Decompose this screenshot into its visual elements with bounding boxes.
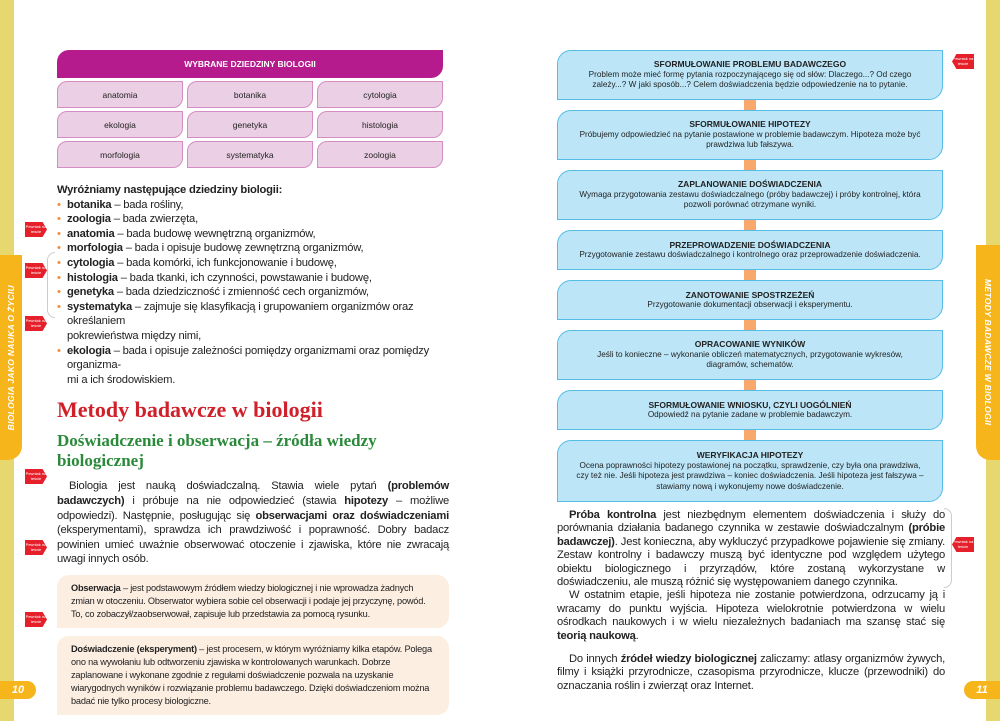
list-item: ekologia – bada i opisuje zależności pom… [57, 344, 449, 373]
list-item: anatomia – bada budowę wewnętrzną organi… [57, 227, 449, 242]
chapter-side-tab: BIOLOGIA JAKO NAUKA O ŻYCIU [0, 255, 22, 460]
table-cell: systematyka [187, 141, 313, 168]
marker-badge: Pewniak na teście [952, 537, 974, 552]
marker-badge: Pewniak na teście [952, 54, 974, 69]
table-cell: botanika [187, 81, 313, 108]
list-item: morfologia – bada i opisuje budowę zewnę… [57, 241, 449, 256]
flow-step: WERYFIKACJA HIPOTEZY Ocena poprawności hi… [557, 440, 943, 502]
right-column: Próba kontrolna jest niezbędnym elemente… [557, 509, 945, 693]
table-cell: anatomia [57, 81, 183, 108]
bracket [944, 508, 952, 588]
biology-fields-list: Wyróżniamy następujące dziedziny biologi… [57, 183, 449, 387]
marker-badge: Pewniak na teście [25, 316, 47, 331]
chapter-side-tab: METODY BADAWCZE W BIOLOGII [976, 245, 1000, 460]
flow-step: SFORMUŁOWANIE WNIOSKU, CZYLI UOGÓLNIEŃ Od… [557, 390, 943, 430]
list-item: systematyka – zajmuje się klasyfikacją i… [57, 300, 449, 329]
flow-step: ZAPLANOWANIE DOŚWIADCZENIA Wymaga przygot… [557, 170, 943, 220]
left-column: Wyróżniamy następujące dziedziny biologi… [57, 183, 449, 715]
table-cell: genetyka [187, 111, 313, 138]
table-cell: morfologia [57, 141, 183, 168]
flow-step: SFORMUŁOWANIE PROBLEMU BADAWCZEGO Problem… [557, 50, 943, 100]
intro-paragraph: Biologia jest nauką doświadczalną. Stawi… [57, 480, 449, 566]
table-cell: ekologia [57, 111, 183, 138]
definition-box-observation: Obserwacja – jest podstawowym źródłem wi… [57, 574, 449, 628]
chapter-title: METODY BADAWCZE W BIOLOGII [983, 279, 993, 426]
marker-badge: Pewniak na teście [25, 222, 47, 237]
sources-paragraph: Do innych źródeł wiedzy biologicznej zal… [557, 653, 946, 692]
table-cell: zoologia [317, 141, 443, 168]
bracket [47, 252, 55, 318]
hypothesis-paragraph: W ostatnim etapie, jeśli hipoteza nie zo… [557, 589, 945, 642]
flow-step: SFORMUŁOWANIE HIPOTEZY Próbujemy odpowied… [557, 110, 943, 160]
list-item-continuation: pokrewieństwa między nimi, [67, 329, 202, 342]
table-cell: histologia [317, 111, 443, 138]
section-heading: Metody badawcze w biologii [57, 397, 323, 423]
list-item: histologia – bada tkanki, ich czynności,… [57, 271, 449, 286]
marker-badge: Pewniak na teście [25, 540, 47, 555]
page-number: 10 [0, 681, 36, 699]
flow-step: PRZEPROWADZENIE DOŚWIADCZENIA Przygotowan… [557, 230, 943, 270]
marker-badge: Pewniak na teście [25, 612, 47, 627]
section-subheading: Doświadczenie i obserwacja – źródła wied… [57, 431, 377, 471]
list-item: zoologia – bada zwierzęta, [57, 212, 449, 227]
table-title: WYBRANE DZIEDZINY BIOLOGII [57, 50, 443, 78]
list-item: botanika – bada rośliny, [57, 198, 449, 213]
chapter-title: BIOLOGIA JAKO NAUKA O ŻYCIU [6, 284, 16, 431]
marker-badge: Pewniak na teście [25, 469, 47, 484]
marker-badge: Pewniak na teście [25, 263, 47, 278]
list-item: cytologia – bada komórki, ich funkcjonow… [57, 256, 449, 271]
flow-step: OPRACOWANIE WYNIKÓW Jeśli to konieczne – … [557, 330, 943, 380]
table-cell: cytologia [317, 81, 443, 108]
list-heading: Wyróżniamy następujące dziedziny biologi… [57, 184, 283, 196]
definition-box-experiment: Doświadczenie (eksperyment) – jest proce… [57, 635, 449, 715]
page-number: 11 [964, 681, 1000, 699]
flow-step: ZANOTOWANIE SPOSTRZEŻEŃ Przygotowanie dok… [557, 280, 943, 320]
list-item: genetyka – bada dziedziczność i zmiennoś… [57, 285, 449, 300]
control-sample-paragraph: Próba kontrolna jest niezbędnym elemente… [557, 509, 946, 589]
list-item-continuation: mi a ich środowiskiem. [67, 373, 176, 386]
